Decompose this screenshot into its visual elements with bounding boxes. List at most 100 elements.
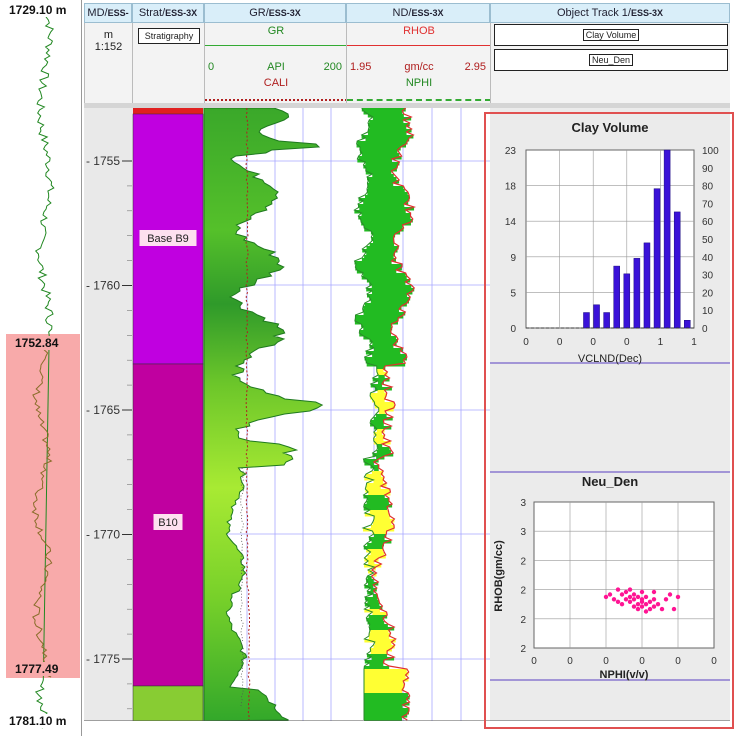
nd-track-header[interactable]: ND/ESS-3X [346,3,490,23]
crossplot-point [619,602,625,607]
overview-visible-range[interactable] [6,334,80,678]
clay-left-tick: 5 [510,288,516,299]
clay-bars [583,149,691,329]
gr-curve-name: GR [267,25,285,37]
xp-x-axis: 0 0 0 0 0 0 [531,656,717,667]
clay-left-tick: 23 [505,146,517,157]
md-unit: m [103,29,114,41]
zone-label-bg [153,514,183,530]
crossplot-point [627,599,633,604]
strat-header-title: Strat/ [138,7,166,19]
clay-right-tick: 20 [702,288,714,299]
clay-x-tick: 1 [658,337,664,348]
crossplot-point [615,587,621,592]
zone-below-b10[interactable] [132,685,204,721]
overview-range-top: 1752.84 [14,336,60,350]
neu-den-button-label: Neu_Den [588,54,634,66]
stratigraphy-button[interactable]: Stratigraphy [138,28,200,44]
depth-label: - 1755 [86,154,120,168]
nd-scale-max: 2.95 [464,61,486,73]
xp-y-tick: 2 [520,615,526,626]
xp-x-tick: 0 [711,656,717,667]
depth-overview-panel[interactable]: 1729.10 m 1752.84 1777.49 1781.10 m [0,0,82,736]
header-divider[interactable] [84,103,730,108]
md-track-header[interactable]: MD/ESS-3X [84,3,132,36]
neu-den-object-button[interactable]: Neu_Den [494,49,728,71]
xp-y-tick: 3 [520,527,526,538]
md-scale: 1:152 [94,41,123,53]
crossplot-point [627,587,633,592]
nd-header-body: RHOB 1.95 gm/cc 2.95 NPHI [346,23,491,105]
crossplot-point [663,597,669,602]
crossplot-point [639,604,645,609]
xp-y-tick: 2 [520,586,526,597]
crossplot-point [627,594,633,600]
nd-header-title: ND/ [392,7,412,19]
clay-left-tick: 9 [510,253,516,264]
depth-label: - 1765 [86,403,120,417]
crossplot-point [651,597,657,602]
crossplot-point [643,594,649,600]
neu-den-title: Neu_Den [582,474,638,489]
crossplot-point [643,602,649,607]
crossplot-point [655,602,661,607]
cali-curve-name: CALI [263,77,289,89]
histogram-bar [643,242,651,329]
object-header-body: Clay Volume Neu_Den [490,23,730,105]
clay-right-tick: 30 [702,271,714,282]
strat-track-header[interactable]: Strat/ESS-3X [132,3,204,23]
zone-label-bg [139,230,197,246]
xp-x-tick: 0 [531,656,537,667]
crossplot-point [659,606,665,612]
clay-right-tick: 80 [702,182,714,193]
clay-x-tick: 0 [624,337,630,348]
clay-right-tick: 40 [702,253,714,264]
histogram-bar [613,265,620,329]
clay-x-tick: 0 [523,337,529,348]
crossplot-point [635,594,641,600]
xp-x-tick: 0 [639,656,645,667]
md-track [84,108,132,721]
clay-left-tick: 14 [505,217,517,228]
clay-x-tick: 0 [557,337,563,348]
clay-right-tick: 0 [702,324,708,335]
rhob-curve-line [347,45,491,46]
nd-header-well: ESS-3X [411,8,444,18]
nd-unit: gm/cc [404,61,434,73]
gr-baseline [240,467,244,709]
xp-x-tick: 0 [603,656,609,667]
histogram-bar [593,304,600,329]
xp-y-axis: 3 3 2 2 2 2 [520,498,526,655]
gr-track-header[interactable]: GR/ESS-3X [204,3,346,23]
object-track-selection-frame[interactable] [484,112,734,729]
crossplot-point [631,604,637,609]
overview-top-depth: 1729.10 m [8,3,68,17]
obj-header-well: ESS-3X [630,8,663,18]
object-track-header[interactable]: Object Track 1/ESS-3X [490,3,730,23]
clay-volume-object-button[interactable]: Clay Volume [494,24,728,46]
clay-right-tick: 100 [702,146,719,157]
depth-label: - 1760 [86,279,120,293]
crossplot-point [651,589,657,595]
zone-label: B10 [158,517,178,529]
histogram-bar [633,258,641,329]
crossplot-point [623,589,629,595]
crossplot-point [623,597,629,602]
nd-scale-min: 1.95 [350,61,372,73]
gr-curve-fill [203,108,324,721]
crossplot-point [643,609,649,614]
clay-left-tick: 0 [510,324,516,335]
gr-scale-min: 0 [208,61,215,73]
md-header-title: MD/ [87,7,108,19]
histogram-bar [653,188,661,329]
crossplot-point [611,597,617,602]
clay-x-tick: 1 [691,337,697,348]
xp-y-tick: 2 [520,556,526,567]
histogram-bar [623,273,631,329]
rhob-curve-name: RHOB [403,25,435,37]
histogram-bar [603,312,610,329]
clay-right-tick: 90 [702,164,714,175]
neu-den-crossplot[interactable]: Neu_Den 3 3 2 2 2 2 0 0 0 0 0 0 NPHI(v/v) RHOB(gm/… [490,472,730,682]
